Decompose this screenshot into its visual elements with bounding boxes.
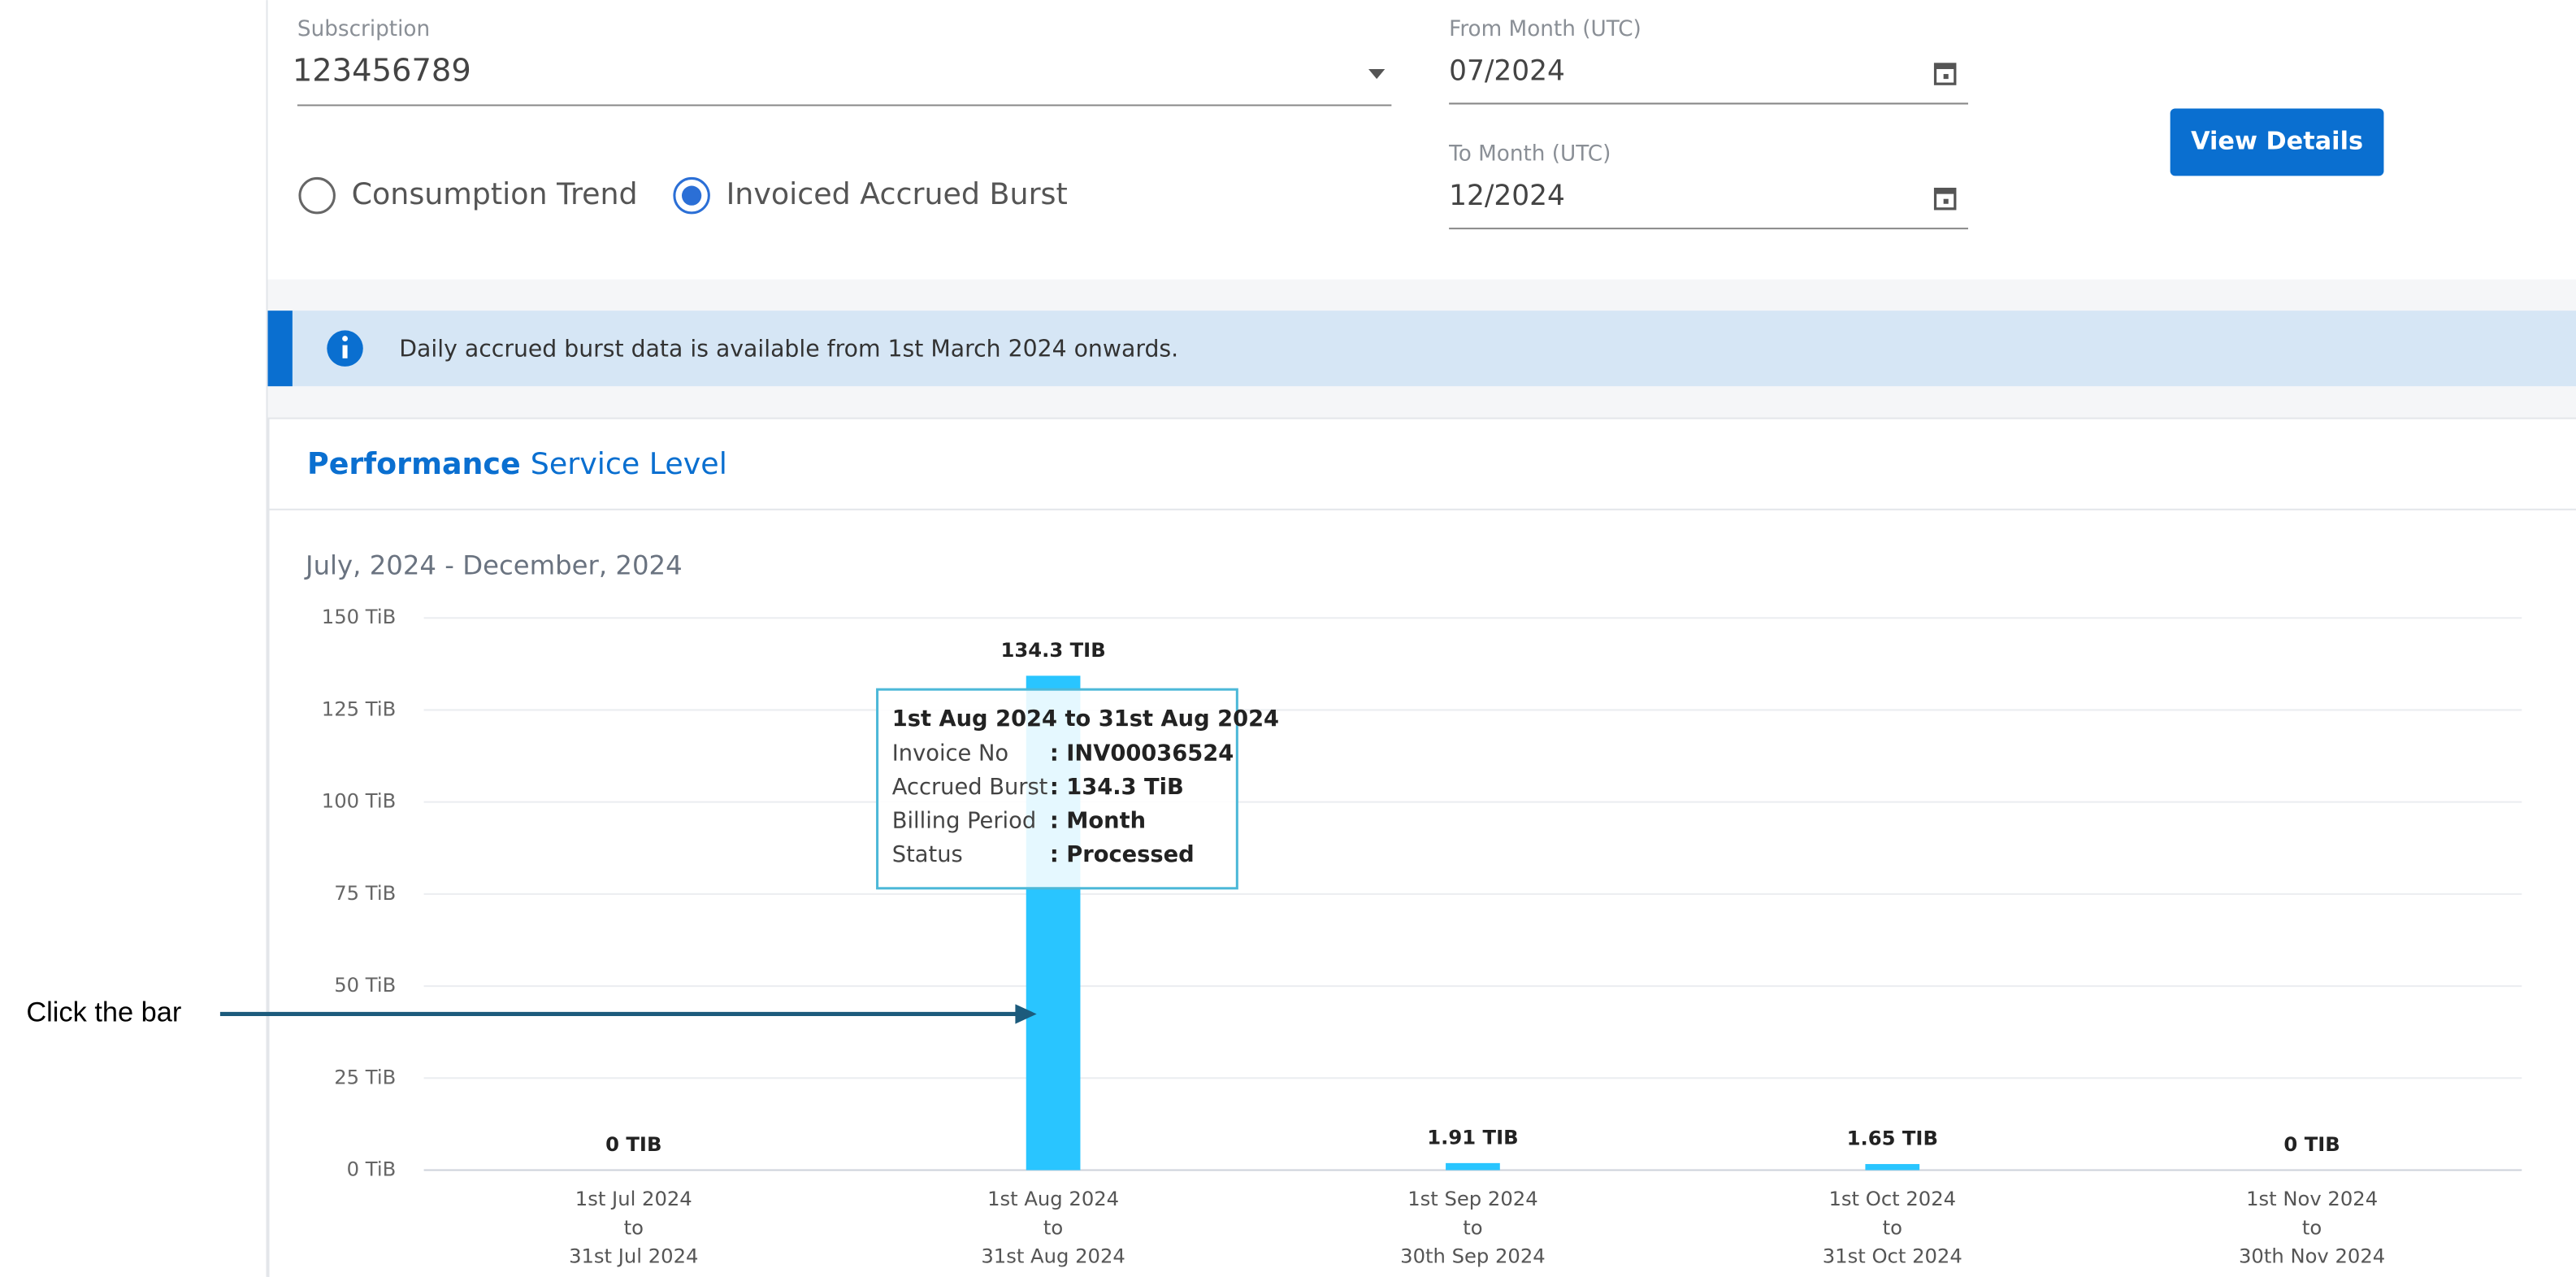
- tooltip-key: Accrued Burst: [892, 775, 1048, 800]
- value-label: 0 TIB: [605, 1132, 661, 1156]
- y-tick-label: 75 TiB: [334, 881, 396, 905]
- info-icon-glyph: [342, 345, 348, 358]
- arrow-head: [1015, 1004, 1037, 1024]
- x-tick-label: 1st Oct 2024: [1828, 1187, 1956, 1210]
- x-tick-label: 1st Sep 2024: [1407, 1187, 1537, 1210]
- to-value[interactable]: 12/2024: [1449, 180, 1565, 212]
- annotation: Click the bar: [26, 997, 181, 1028]
- tooltip: 1st Aug 2024 to 31st Aug 2024 Invoice No…: [876, 688, 1279, 890]
- card: [267, 417, 2576, 1277]
- x-tick-label: 31st Oct 2024: [1823, 1244, 1962, 1268]
- tooltip-key: Invoice No: [892, 741, 1008, 767]
- x-tick-label: 1st Nov 2024: [2246, 1187, 2378, 1210]
- value-label: 134.3 TIB: [1000, 638, 1105, 662]
- title-bold: Performance: [307, 446, 521, 481]
- tooltip-title: 1st Aug 2024 to 31st Aug 2024: [892, 706, 1279, 732]
- radio-label[interactable]: Invoiced Accrued Burst: [726, 176, 1068, 211]
- radio[interactable]: [298, 176, 336, 215]
- title-rest: Service Level: [531, 446, 727, 481]
- subscription-value[interactable]: 123456789: [293, 53, 471, 89]
- from-value[interactable]: 07/2024: [1449, 55, 1565, 88]
- x-tick-label: 31st Jul 2024: [569, 1244, 698, 1268]
- button-label[interactable]: View Details: [2191, 127, 2363, 155]
- chart-subtitle: July, 2024 - December, 2024: [304, 550, 683, 581]
- x-tick-label: to: [624, 1215, 644, 1239]
- card-title: Performance Service Level: [307, 446, 727, 481]
- tooltip-value: : INV00036524: [1050, 741, 1234, 767]
- info-stripe: [267, 311, 293, 387]
- value-label: 0 TIB: [2283, 1132, 2340, 1156]
- y-tick-label: 0 TiB: [347, 1158, 397, 1181]
- tooltip-value: : Processed: [1050, 842, 1195, 867]
- x-tick-label: 1st Aug 2024: [987, 1187, 1119, 1210]
- x-tick-label: to: [1043, 1215, 1063, 1239]
- tooltip-value: : 134.3 TiB: [1050, 775, 1184, 800]
- info-icon-glyph: [342, 336, 348, 341]
- view-details-button[interactable]: [2170, 108, 2384, 176]
- x-tick-label: 30th Nov 2024: [2239, 1244, 2385, 1268]
- bar[interactable]: [1446, 1162, 1500, 1171]
- value-label: 1.65 TIB: [1847, 1127, 1938, 1150]
- x-tick-label: 30th Sep 2024: [1400, 1244, 1546, 1268]
- tooltip-key: Status: [892, 842, 963, 867]
- tooltip-key: Billing Period: [892, 808, 1036, 833]
- tooltip-value: : Month: [1050, 808, 1146, 833]
- subscription-label: Subscription: [297, 17, 430, 41]
- info-bar: [267, 311, 2576, 387]
- y-tick-label: 50 TiB: [334, 973, 396, 997]
- y-tick-label: 100 TiB: [322, 789, 396, 813]
- x-tick-label: to: [1883, 1215, 1902, 1239]
- tooltip-box: [876, 688, 1238, 890]
- x-tick-label: to: [2302, 1215, 2322, 1239]
- dropdown-arrow[interactable]: [1368, 68, 1386, 80]
- radio-dot: [681, 185, 702, 206]
- radio-label[interactable]: Consumption Trend: [352, 176, 638, 211]
- y-tick-label: 25 TiB: [334, 1065, 396, 1088]
- y-tick-label: 150 TiB: [322, 605, 396, 628]
- x-tick-label: 1st Jul 2024: [575, 1187, 692, 1210]
- calendar-icon[interactable]: [1933, 187, 1957, 211]
- calendar-icon[interactable]: [1933, 63, 1957, 85]
- y-tick-label: 125 TiB: [322, 697, 396, 720]
- from-label: From Month (UTC): [1449, 17, 1641, 41]
- x-tick-label: 31st Aug 2024: [981, 1244, 1125, 1268]
- x-tick-label: to: [1463, 1215, 1482, 1239]
- to-label: To Month (UTC): [1448, 142, 1611, 167]
- value-label: 1.91 TIB: [1427, 1126, 1518, 1149]
- bar[interactable]: [1865, 1164, 1920, 1171]
- info-text: Daily accrued burst data is available fr…: [399, 336, 1178, 363]
